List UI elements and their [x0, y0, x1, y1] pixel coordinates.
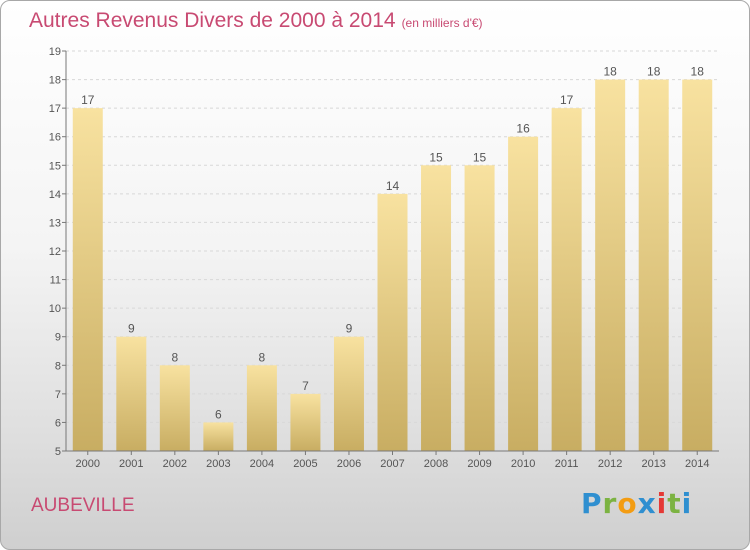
y-tick-label: 15 — [49, 160, 61, 172]
logo-letter: x — [637, 487, 657, 520]
bar-value-label: 15 — [429, 150, 443, 164]
y-tick-label: 6 — [55, 417, 61, 429]
bar-value-label: 18 — [647, 65, 661, 79]
x-tick-label: 2000 — [76, 458, 100, 470]
bar-2011 — [551, 108, 582, 452]
y-tick-label: 5 — [55, 446, 61, 458]
x-tick-label: 2009 — [467, 458, 491, 470]
x-tick-label: 2013 — [641, 458, 665, 470]
x-tick-label: 2012 — [598, 458, 622, 470]
bar-2006 — [333, 336, 364, 451]
y-tick-label: 17 — [49, 103, 61, 115]
bar-value-label: 14 — [386, 179, 400, 193]
bar-value-label: 8 — [171, 350, 178, 364]
bar-2001 — [116, 336, 147, 451]
bar-2005 — [290, 393, 321, 451]
place-name: AUBEVILLE — [31, 495, 135, 516]
proxiti-logo: Proxiti — [581, 487, 692, 520]
x-tick-label: 2003 — [206, 458, 230, 470]
bar-value-label: 16 — [516, 122, 530, 136]
logo-letter: i — [656, 487, 668, 520]
x-tick-label: 2014 — [685, 458, 709, 470]
bar-2014 — [682, 79, 713, 452]
x-tick-label: 2010 — [511, 458, 535, 470]
bar-2002 — [159, 365, 190, 451]
x-tick-label: 2007 — [380, 458, 404, 470]
bar-2013 — [638, 79, 669, 452]
bar-value-label: 9 — [128, 322, 135, 336]
bar-value-label: 15 — [473, 150, 487, 164]
x-tick-label: 2008 — [424, 458, 448, 470]
chart-title-text: Autres Revenus Divers de 2000 à 2014 — [29, 9, 396, 32]
x-tick-label: 2002 — [163, 458, 187, 470]
y-tick-label: 16 — [49, 132, 61, 144]
y-tick-label: 13 — [49, 217, 61, 229]
chart-title-unit: (en milliers d'€) — [401, 16, 483, 30]
x-tick-label: 2005 — [293, 458, 317, 470]
bar-2010 — [508, 136, 539, 451]
y-tick-label: 9 — [55, 332, 61, 344]
bars: 17 9 8 6 8 7 9 14 15 15 16 17 18 18 18 — [72, 65, 713, 452]
bar-2009 — [464, 165, 495, 452]
bar-value-label: 8 — [259, 350, 266, 364]
y-tick-label: 7 — [55, 389, 61, 401]
x-axis: 2000 2001 2002 2003 2004 2005 2006 2007 2008 2009… — [66, 450, 719, 470]
bar-value-label: 7 — [302, 379, 309, 393]
bar-2000 — [72, 108, 103, 452]
chart-title: Autres Revenus Divers de 2000 à 2014 (en … — [29, 9, 483, 33]
bar-2004 — [246, 365, 277, 451]
y-tick-label: 11 — [50, 275, 61, 287]
y-axis: 5 6 7 8 9 10 11 12 13 14 15 16 17 18 19 — [49, 46, 67, 458]
y-tick-label: 19 — [49, 46, 61, 58]
logo-letter: r — [602, 487, 618, 520]
bar-value-label: 9 — [346, 322, 353, 336]
bar-value-label: 17 — [81, 93, 95, 107]
bar-2007 — [377, 193, 408, 451]
bar-2012 — [595, 79, 626, 452]
logo-letter: P — [581, 487, 603, 520]
x-tick-label: 2006 — [337, 458, 361, 470]
y-tick-label: 10 — [49, 303, 61, 315]
bar-value-label: 18 — [603, 65, 617, 79]
bar-2008 — [421, 165, 452, 452]
x-tick-label: 2011 — [555, 458, 579, 470]
bar-value-label: 6 — [215, 407, 222, 421]
bar-value-label: 18 — [691, 65, 705, 79]
x-tick-label: 2001 — [119, 458, 143, 470]
y-tick-label: 18 — [49, 75, 61, 87]
bar-2003 — [203, 422, 234, 451]
bar-value-label: 17 — [560, 93, 574, 107]
logo-letter: o — [617, 487, 638, 520]
logo-letter: t — [667, 487, 682, 520]
logo-letter: i — [681, 487, 693, 520]
y-tick-label: 8 — [55, 360, 61, 372]
y-tick-label: 12 — [49, 246, 61, 258]
y-tick-label: 14 — [49, 189, 61, 201]
x-tick-label: 2004 — [250, 458, 274, 470]
